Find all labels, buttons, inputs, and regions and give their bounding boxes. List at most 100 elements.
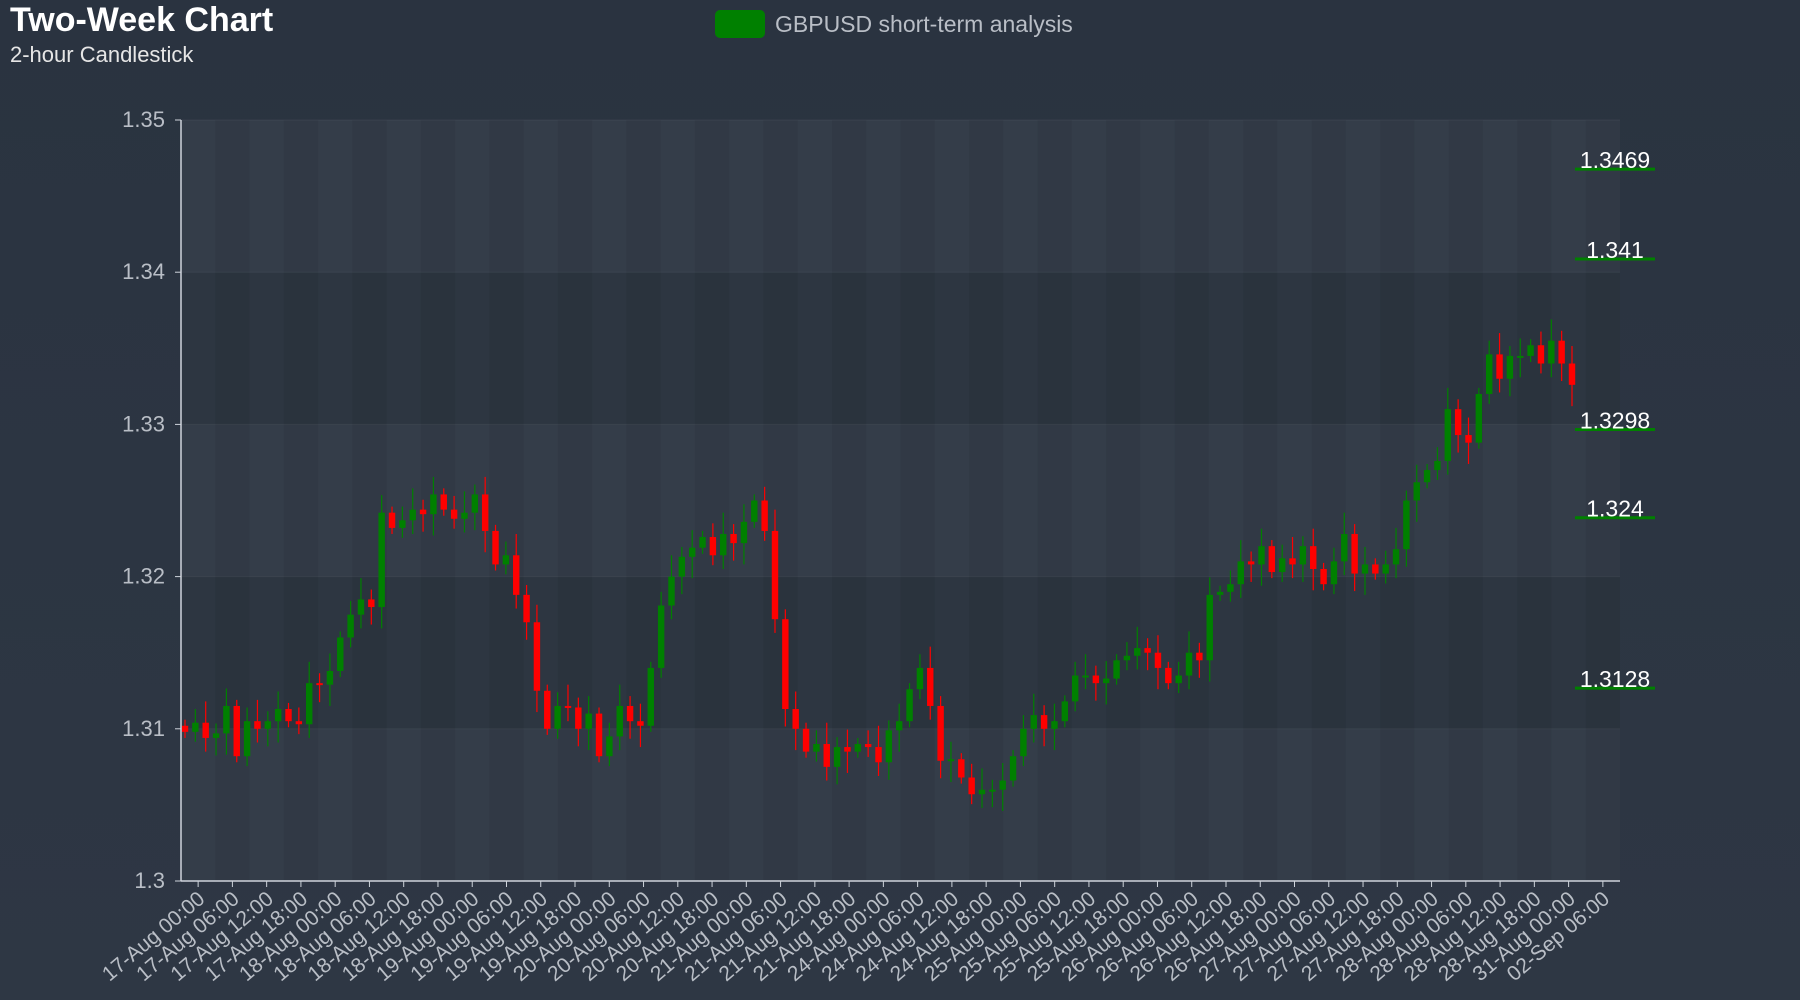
level-label: 1.3298: [1580, 407, 1650, 433]
plot-band: [181, 424, 1620, 577]
candle-body: [585, 713, 592, 729]
candle-body: [1506, 355, 1514, 379]
candle-body: [1103, 678, 1110, 684]
candle-body: [1403, 500, 1410, 550]
candle-body: [471, 494, 479, 513]
candle-body: [947, 759, 955, 762]
plot-band: [181, 120, 1620, 273]
candle-body: [1020, 728, 1027, 757]
candle-body: [492, 530, 499, 565]
candle-body: [906, 689, 913, 722]
candle-body: [243, 721, 251, 757]
y-tick-label: 1.31: [122, 716, 165, 741]
candle-body: [1310, 546, 1317, 569]
plot-band: [181, 728, 1620, 881]
candle-body: [688, 547, 696, 557]
plot-band: [181, 576, 1620, 729]
candle-body: [481, 494, 489, 531]
candle-body: [316, 683, 323, 686]
candle-body: [554, 705, 561, 729]
candle-body: [709, 537, 717, 556]
candle-body: [740, 521, 748, 544]
candle-body: [440, 494, 447, 510]
candle-body: [1206, 594, 1213, 661]
candle-body: [1558, 340, 1565, 364]
candle-body: [1134, 648, 1141, 656]
candle-body: [1071, 675, 1079, 702]
candle-body: [1092, 675, 1100, 684]
candle-body: [399, 520, 406, 528]
candle-body: [626, 705, 634, 722]
candle-body: [1392, 549, 1400, 565]
candle-body: [730, 533, 737, 544]
candle-body: [1434, 460, 1441, 471]
candle-body: [1061, 701, 1069, 722]
candle-body: [1237, 561, 1244, 585]
candle-body: [337, 637, 344, 671]
candle-body: [1361, 564, 1369, 574]
candle-body: [450, 509, 458, 519]
candle-body: [254, 721, 261, 729]
candle-body: [388, 512, 396, 528]
candle-body: [606, 736, 613, 757]
candle-body: [637, 721, 644, 726]
candle-body: [368, 599, 375, 608]
chart-title: Two-Week Chart: [10, 1, 274, 39]
candle-body: [1247, 561, 1255, 565]
plot-column: [626, 120, 661, 881]
candle-body: [595, 713, 603, 757]
candle-body: [274, 709, 282, 722]
plot-band: [181, 272, 1620, 425]
candle-body: [927, 667, 934, 706]
candle-body: [761, 500, 768, 531]
candle-body: [1154, 652, 1162, 668]
candle-body: [192, 722, 199, 732]
candle-body: [1568, 363, 1576, 385]
candle-body: [1185, 652, 1193, 676]
candle-body: [1268, 546, 1276, 573]
plot-column: [489, 120, 524, 881]
candle-body: [264, 721, 272, 729]
candle-body: [1413, 482, 1420, 501]
candle-body: [844, 747, 851, 752]
plot-column: [1585, 120, 1620, 881]
legend[interactable]: GBPUSD short-term analysis: [715, 10, 1073, 38]
candle-body: [958, 759, 965, 778]
candle-body: [616, 705, 623, 737]
plot-background: [181, 120, 1620, 881]
candle-body: [813, 744, 820, 752]
candle-body: [1196, 652, 1203, 661]
candle-body: [1051, 721, 1058, 729]
axes: [180, 120, 1620, 882]
candle-body: [1517, 355, 1524, 358]
candle-body: [564, 705, 572, 708]
plot-column: [420, 120, 456, 881]
candle-body: [668, 576, 675, 606]
candle-body: [1258, 546, 1265, 565]
candle-body: [1475, 393, 1483, 443]
candle-body: [1382, 564, 1389, 574]
candle-body: [1537, 345, 1545, 364]
plot-column: [1448, 120, 1483, 881]
y-axis-ticks: 1.3 1.31 1.32 1.33 1.34 1.35: [122, 107, 181, 893]
candle-body: [1175, 675, 1182, 684]
plot-column: [763, 120, 798, 881]
y-tick-label: 1.33: [122, 411, 165, 436]
candle-body: [223, 705, 230, 734]
plot-column: [969, 120, 1004, 881]
level-label: 1.3128: [1580, 666, 1650, 692]
plot-column: [1174, 120, 1209, 881]
candle-body: [895, 721, 903, 731]
candle-body: [1113, 660, 1120, 679]
candle-body: [968, 777, 975, 795]
level-label: 1.324: [1586, 496, 1644, 522]
candle-body: [1496, 354, 1503, 379]
candle-body: [864, 744, 872, 748]
plot-column: [694, 120, 730, 881]
candle-body: [285, 709, 292, 722]
y-tick-label: 1.34: [122, 259, 165, 284]
candle-body: [720, 533, 727, 556]
candle-body: [1527, 345, 1534, 356]
candle-body: [347, 614, 354, 638]
candle-body: [1216, 591, 1224, 595]
